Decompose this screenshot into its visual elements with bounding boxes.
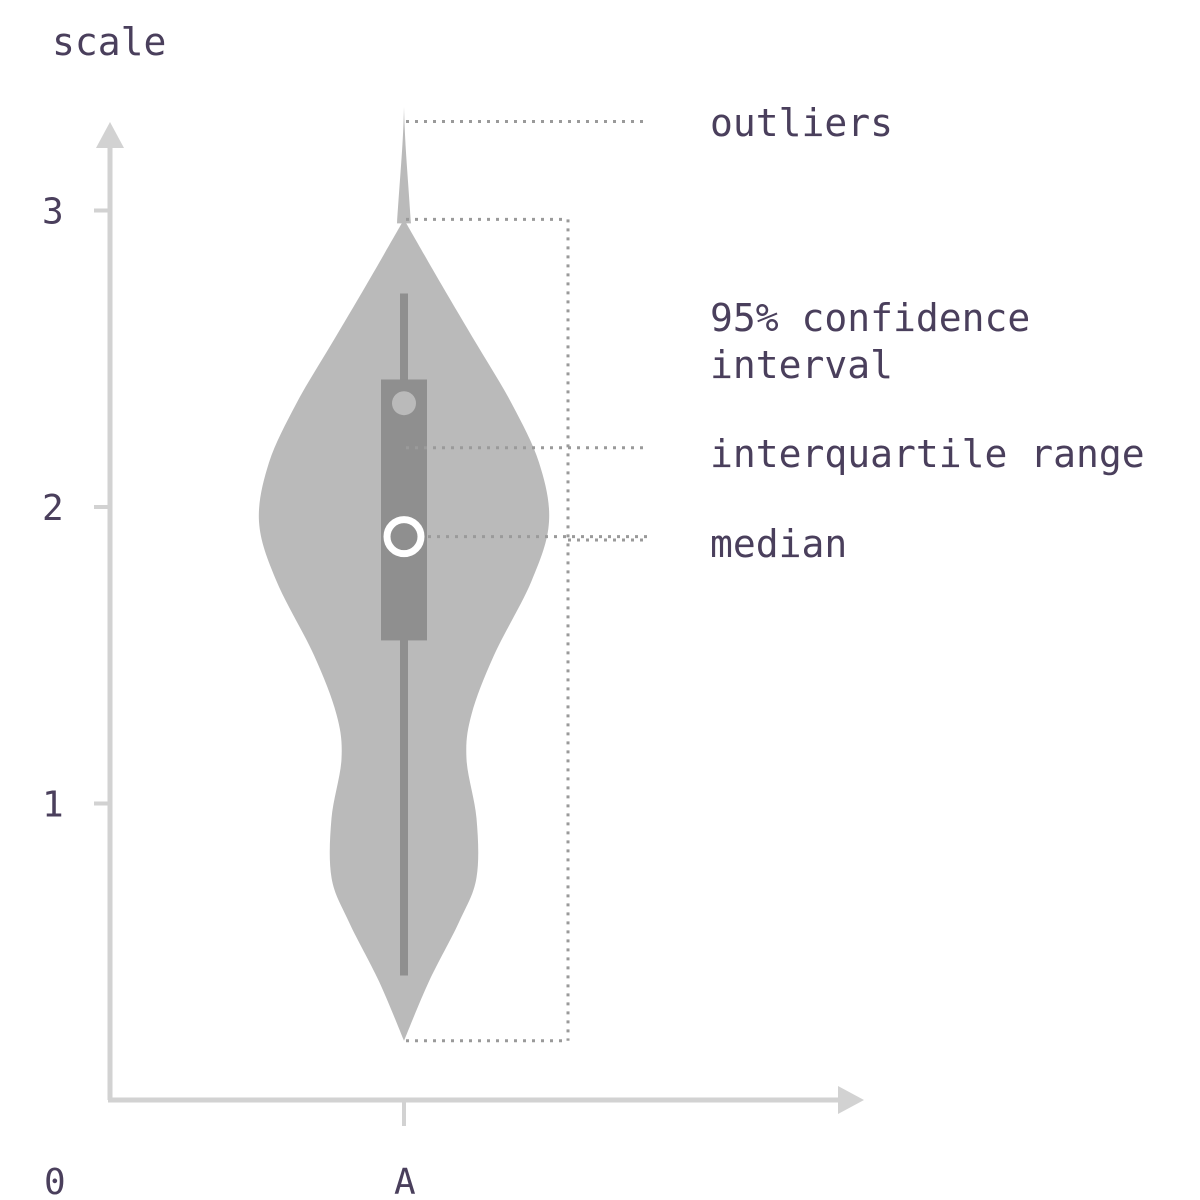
median-marker (383, 516, 425, 558)
annotation-ci-line2: interval (710, 343, 893, 387)
y-tick-label-3: 3 (42, 192, 64, 233)
x-tick-label-a: A (394, 1162, 416, 1200)
y-tick-label-1: 1 (42, 785, 64, 826)
annotation-leaders (406, 120, 648, 1043)
y-ticks: 1 2 3 (42, 192, 110, 826)
axes: 1 2 3 (42, 122, 864, 1126)
origin-label: 0 (44, 1162, 66, 1200)
annotation-median: median (710, 522, 847, 566)
annotation-outliers: outliers (710, 101, 893, 145)
mean-marker (392, 391, 416, 416)
outlier-spike (397, 106, 411, 224)
iqr-box (381, 379, 427, 641)
y-tick-label-2: 2 (42, 488, 64, 529)
annotation-iqr: interquartile range (710, 432, 1145, 476)
x-axis-arrow (838, 1086, 864, 1114)
annotation-ci-line1: 95% confidence (710, 296, 1030, 340)
y-axis-arrow (96, 122, 124, 148)
y-axis-label: scale (52, 20, 166, 64)
